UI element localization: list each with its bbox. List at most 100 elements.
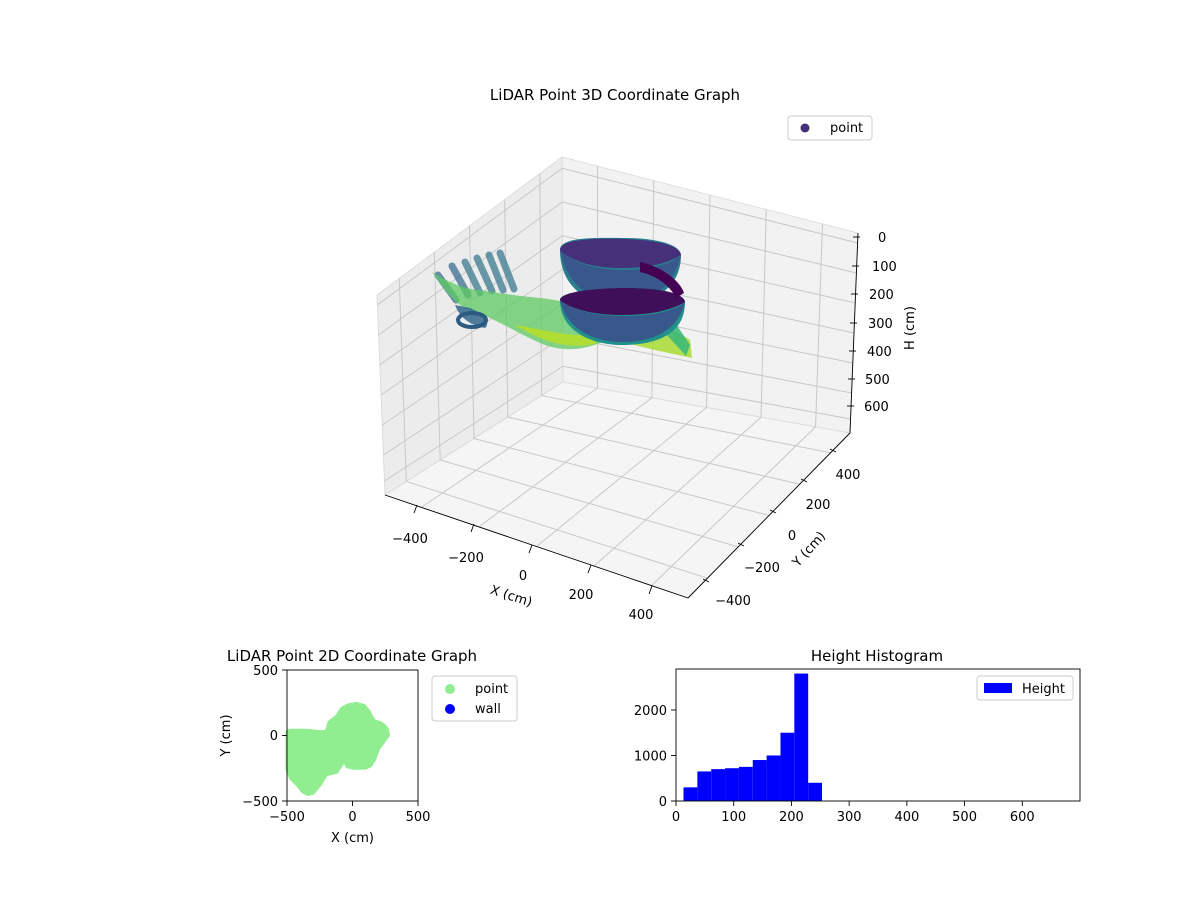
cloud-finger (461, 258, 484, 297)
histogram-y-tick-label: 0 (659, 795, 667, 810)
legend-2d-wall-label: wall (475, 702, 501, 717)
grid-line (383, 336, 564, 456)
histogram-x-tick-label: 600 (1010, 810, 1035, 825)
x-tick-label: −400 (392, 532, 428, 547)
y-tick-label: 400 (836, 468, 861, 483)
plot-2d-x-tick-label: −500 (269, 810, 305, 825)
cloud-upper-bowl-rim (560, 238, 681, 268)
z-tick-label: 400 (867, 345, 892, 360)
legend-histogram-swatch (984, 683, 1012, 693)
grid-line (380, 269, 563, 396)
grid-line (507, 416, 800, 485)
histogram-y-tick-label: 2000 (634, 704, 667, 719)
plot-2d-y-tick-label: −500 (242, 795, 278, 810)
cloud-left-loop (455, 305, 488, 328)
cloud-upper-bowl-shade (560, 250, 681, 302)
plot-2d-x-tick-label: 0 (348, 810, 356, 825)
plot-2d-title: LiDAR Point 2D Coordinate Graph (227, 647, 477, 665)
grid-line (561, 167, 858, 244)
histogram-bar (711, 769, 726, 801)
cloud-finger (473, 254, 496, 295)
histogram-x-tick-label: 500 (952, 810, 977, 825)
grid-line (562, 365, 851, 420)
cloud-left-body (432, 272, 612, 350)
plot-3d: LiDAR Point 3D Coordinate Graph (376, 86, 918, 623)
plot-3d-title: LiDAR Point 3D Coordinate Graph (490, 86, 740, 104)
histogram-ticks: 0 100 200 300 400 500 600 0 1000 2000 (634, 704, 1035, 825)
histogram-frame (675, 668, 1081, 802)
grid-line (377, 167, 563, 306)
y-tick-label: −400 (715, 594, 751, 609)
plot-2d-data (285, 701, 390, 796)
z-tick-label: 200 (869, 288, 894, 303)
point-cloud-2d (285, 701, 390, 796)
histogram-bars (683, 673, 823, 801)
legend-2d-point-label: point (475, 682, 508, 697)
x-axis-label: X (cm) (488, 583, 534, 611)
cloud-lower-bowl-rim (560, 288, 685, 315)
x-tick-label: 0 (519, 569, 527, 584)
y-axis-ticks (702, 448, 837, 583)
legend-3d (787, 115, 873, 141)
histogram-bar (738, 766, 753, 801)
grid-line (651, 426, 816, 586)
x-tick-label: −200 (448, 551, 484, 566)
histogram-bar (808, 782, 823, 801)
z-axis-label: H (cm) (903, 306, 918, 350)
cloud-lower-bowl-shade (560, 300, 685, 342)
z-tick-label: 300 (868, 317, 893, 332)
plot-2d-y-axis-label: Y (cm) (219, 714, 234, 757)
histogram-bar (752, 760, 767, 801)
legend-histogram-label: Height (1022, 682, 1065, 697)
plot-2d-x-tick-label: 500 (406, 810, 431, 825)
histogram-bar (725, 768, 739, 801)
z-tick-label: 100 (872, 260, 897, 275)
histogram-bar (697, 771, 712, 801)
x-tick-label: 200 (569, 588, 594, 603)
legend-2d-point-marker (445, 684, 455, 694)
histogram-bar (794, 673, 809, 801)
histogram-x-tick-label: 200 (779, 810, 804, 825)
histogram-bar (683, 787, 698, 801)
cloud-right-arc (640, 262, 684, 298)
histogram-x-tick-label: 400 (894, 810, 919, 825)
histogram-bar (780, 732, 795, 801)
grid-line (473, 438, 770, 516)
grid-line (541, 395, 831, 454)
histogram-x-tick-label: 300 (837, 810, 862, 825)
plot-2d-x-axis-label: X (cm) (331, 831, 374, 846)
cloud-left-edge (515, 325, 600, 346)
legend-3d-label: point (830, 121, 863, 136)
x-axis-line (384, 494, 689, 599)
z-tick-label: 600 (864, 400, 889, 415)
grid-line (384, 365, 564, 482)
grid-line (562, 336, 852, 394)
cloud-finger (485, 251, 507, 294)
cloud-finger (496, 249, 518, 293)
plot-histogram: Height Histogram 0 100 200 300 400 500 600 0 100… (634, 647, 1081, 825)
cloud-left-ring (456, 311, 488, 329)
plot-2d-y-tick-label: 500 (253, 664, 278, 679)
point-cloud-3d (432, 237, 692, 358)
grid-line (562, 201, 857, 274)
legend-3d-marker (800, 123, 810, 133)
grid-line (593, 416, 762, 567)
plot-2d-y-tick-label: 0 (270, 729, 278, 744)
x-tick-label: 400 (629, 608, 654, 623)
histogram-x-tick-label: 100 (721, 810, 746, 825)
z-tick-label: 500 (865, 373, 890, 388)
y-axis-line (687, 432, 851, 599)
legend-2d-wall-marker (445, 704, 455, 714)
histogram-bar (766, 755, 781, 801)
y-tick-label: −200 (744, 561, 780, 576)
legend-histogram (976, 675, 1074, 701)
histogram-x-tick-label: 0 (672, 810, 680, 825)
plot-2d: LiDAR Point 2D Coordinate Graph −500 0 5… (219, 647, 518, 846)
z-tick-label: 0 (878, 231, 886, 246)
plot-2d-ticks (282, 669, 419, 806)
z-axis-ticks (847, 236, 860, 407)
y-tick-label: 200 (806, 498, 831, 513)
x-axis-ticks (413, 504, 653, 595)
histogram-title: Height Histogram (811, 647, 943, 665)
